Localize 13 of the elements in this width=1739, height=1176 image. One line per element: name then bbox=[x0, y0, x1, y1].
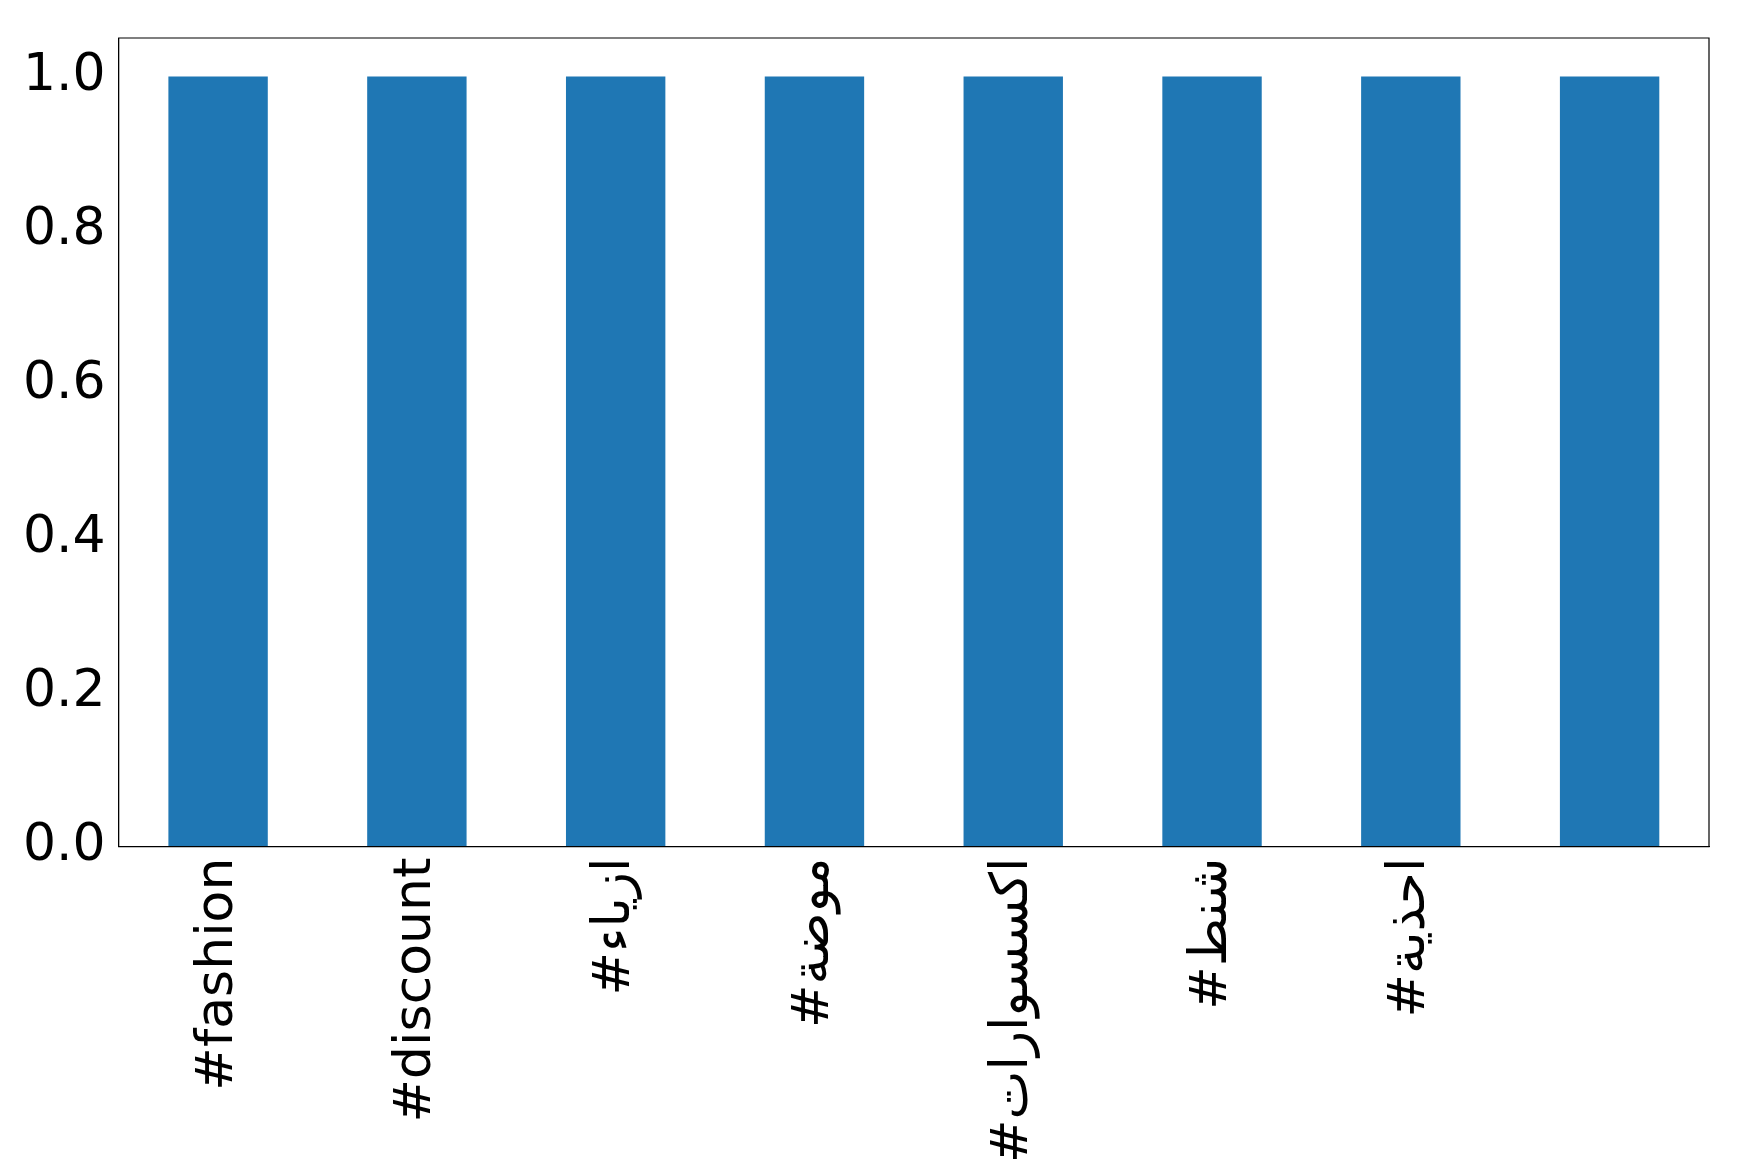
x-tick-label: #discount bbox=[382, 857, 443, 1123]
y-tick-label: 0.6 bbox=[22, 350, 106, 411]
x-tick-label: #fashion bbox=[183, 857, 244, 1091]
x-tick-label: #شنط bbox=[1177, 857, 1238, 1010]
y-tick-label: 1.0 bbox=[22, 42, 106, 103]
x-tick-label: #موضة bbox=[779, 857, 841, 1028]
y-tick-label: 0.2 bbox=[22, 658, 106, 719]
y-tick-label: 0.8 bbox=[22, 196, 106, 257]
x-tick-label: #ازياء bbox=[581, 857, 643, 996]
y-tick-label: 0.0 bbox=[22, 812, 106, 873]
x-tick-label: #اكسسوارات bbox=[978, 857, 1040, 1164]
y-tick-label: 0.4 bbox=[22, 504, 106, 565]
x-tick-label: #احذية bbox=[1376, 857, 1437, 1018]
